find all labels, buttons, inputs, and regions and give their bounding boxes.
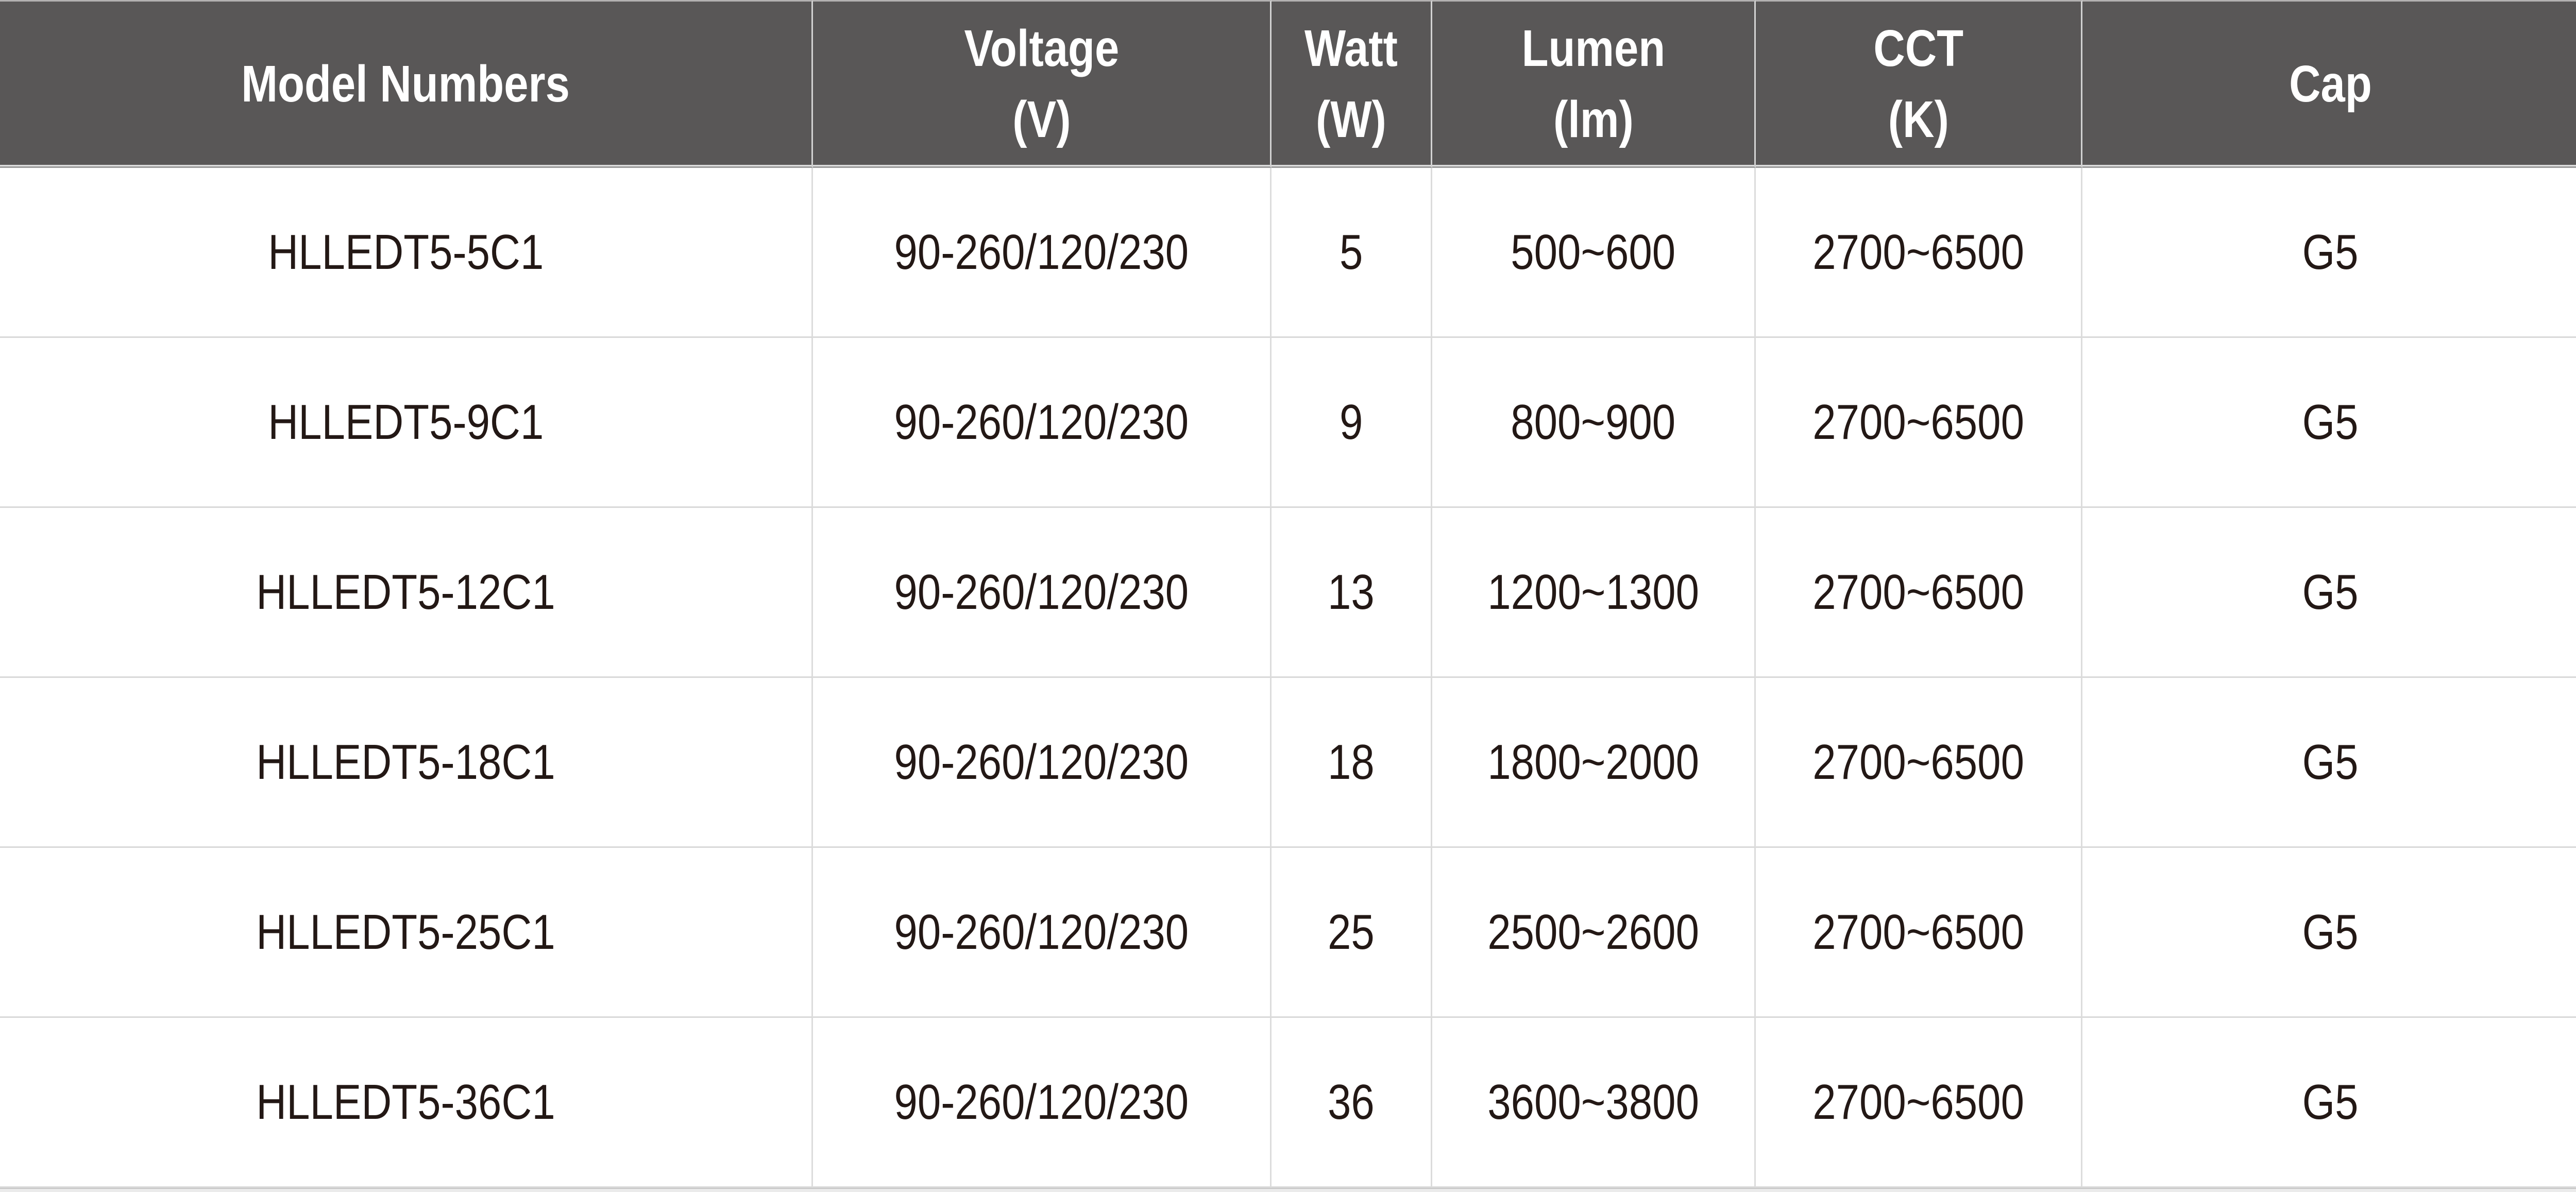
header-cell-model-numbers: Model Numbers [0,0,813,168]
model-number: HLLEDT5-12C1 [256,564,555,620]
cct-cell: 2700~6500 [1756,848,2082,1018]
lumen-cell: 3600~3800 [1432,1018,1756,1188]
cap-value: G5 [2302,564,2359,620]
header-label: Cap [2289,55,2372,113]
watt-cell: 5 [1272,168,1432,338]
voltage-cell: 90-260/120/230 [813,678,1272,848]
voltage-value: 90-260/120/230 [894,564,1189,620]
header-row: Model Numbers Voltage (V) Watt (W) Lumen (l… [0,0,2576,168]
cap-value: G5 [2302,394,2359,450]
cct-cell: 2700~6500 [1756,168,2082,338]
header-cell-cap: Cap [2082,0,2576,168]
model-number: HLLEDT5-25C1 [256,904,555,960]
voltage-cell: 90-260/120/230 [813,338,1272,508]
cct-value: 2700~6500 [1812,564,2024,620]
header-label: Model Numbers [241,55,570,113]
model-cell: HLLEDT5-18C1 [0,678,813,848]
cap-value: G5 [2302,224,2359,280]
model-cell: HLLEDT5-5C1 [0,168,813,338]
cct-cell: 2700~6500 [1756,1018,2082,1188]
cap-cell: G5 [2082,168,2576,338]
watt-value: 18 [1328,734,1375,790]
header-sublabel: (lm) [1553,91,1634,148]
header-cell-watt: Watt (W) [1272,0,1432,168]
model-number: HLLEDT5-18C1 [256,734,555,790]
table-row: HLLEDT5-18C1 90-260/120/230 18 1800~2000… [0,678,2576,848]
model-cell: HLLEDT5-12C1 [0,508,813,678]
watt-cell: 25 [1272,848,1432,1018]
voltage-cell: 90-260/120/230 [813,1018,1272,1188]
model-number: HLLEDT5-36C1 [256,1074,555,1130]
voltage-value: 90-260/120/230 [894,734,1189,790]
cct-cell: 2700~6500 [1756,678,2082,848]
lumen-cell: 1800~2000 [1432,678,1756,848]
watt-value: 9 [1339,394,1363,450]
cct-cell: 2700~6500 [1756,508,2082,678]
lumen-value: 3600~3800 [1487,1074,1699,1130]
header-label: Lumen [1521,20,1665,77]
cct-value: 2700~6500 [1812,904,2024,960]
model-number: HLLEDT5-5C1 [267,224,544,280]
voltage-value: 90-260/120/230 [894,904,1189,960]
lumen-cell: 800~900 [1432,338,1756,508]
watt-value: 5 [1339,224,1363,280]
lumen-value: 1800~2000 [1487,734,1699,790]
lumen-value: 800~900 [1511,394,1676,450]
lumen-value: 2500~2600 [1487,904,1699,960]
watt-cell: 9 [1272,338,1432,508]
cap-cell: G5 [2082,508,2576,678]
table-row: HLLEDT5-25C1 90-260/120/230 25 2500~2600… [0,848,2576,1018]
lumen-cell: 500~600 [1432,168,1756,338]
model-cell: HLLEDT5-9C1 [0,338,813,508]
voltage-value: 90-260/120/230 [894,1074,1189,1130]
cap-cell: G5 [2082,678,2576,848]
cap-value: G5 [2302,734,2359,790]
header-sublabel: (V) [1012,91,1071,148]
cap-value: G5 [2302,904,2359,960]
watt-cell: 18 [1272,678,1432,848]
watt-value: 36 [1328,1074,1375,1130]
table-row: HLLEDT5-9C1 90-260/120/230 9 800~900 270… [0,338,2576,508]
header-cell-lumen: Lumen (lm) [1432,0,1756,168]
cap-cell: G5 [2082,338,2576,508]
cct-value: 2700~6500 [1812,1074,2024,1130]
cct-value: 2700~6500 [1812,394,2024,450]
cap-cell: G5 [2082,848,2576,1018]
watt-value: 13 [1328,564,1375,620]
header-label: Voltage [964,20,1119,77]
watt-cell: 13 [1272,508,1432,678]
cct-value: 2700~6500 [1812,734,2024,790]
lumen-cell: 1200~1300 [1432,508,1756,678]
header-sublabel: (K) [1888,91,1949,148]
header-label: Watt [1304,20,1398,77]
header-cell-voltage: Voltage (V) [813,0,1272,168]
model-cell: HLLEDT5-25C1 [0,848,813,1018]
voltage-cell: 90-260/120/230 [813,168,1272,338]
voltage-value: 90-260/120/230 [894,224,1189,280]
lumen-cell: 2500~2600 [1432,848,1756,1018]
lumen-value: 500~600 [1511,224,1676,280]
header-label: CCT [1873,20,1963,77]
table-row: HLLEDT5-36C1 90-260/120/230 36 3600~3800… [0,1018,2576,1188]
cct-cell: 2700~6500 [1756,338,2082,508]
cap-cell: G5 [2082,1018,2576,1188]
voltage-value: 90-260/120/230 [894,394,1189,450]
watt-value: 25 [1328,904,1375,960]
voltage-cell: 90-260/120/230 [813,508,1272,678]
table-row: HLLEDT5-5C1 90-260/120/230 5 500~600 270… [0,168,2576,338]
model-cell: HLLEDT5-36C1 [0,1018,813,1188]
voltage-cell: 90-260/120/230 [813,848,1272,1018]
model-number: HLLEDT5-9C1 [267,394,544,450]
table-row: HLLEDT5-12C1 90-260/120/230 13 1200~1300… [0,508,2576,678]
cap-value: G5 [2302,1074,2359,1130]
header-sublabel: (W) [1316,91,1386,148]
cct-value: 2700~6500 [1812,224,2024,280]
lumen-value: 1200~1300 [1487,564,1699,620]
watt-cell: 36 [1272,1018,1432,1188]
header-cell-cct: CCT (K) [1756,0,2082,168]
table-bottom-edge [0,1188,2576,1192]
